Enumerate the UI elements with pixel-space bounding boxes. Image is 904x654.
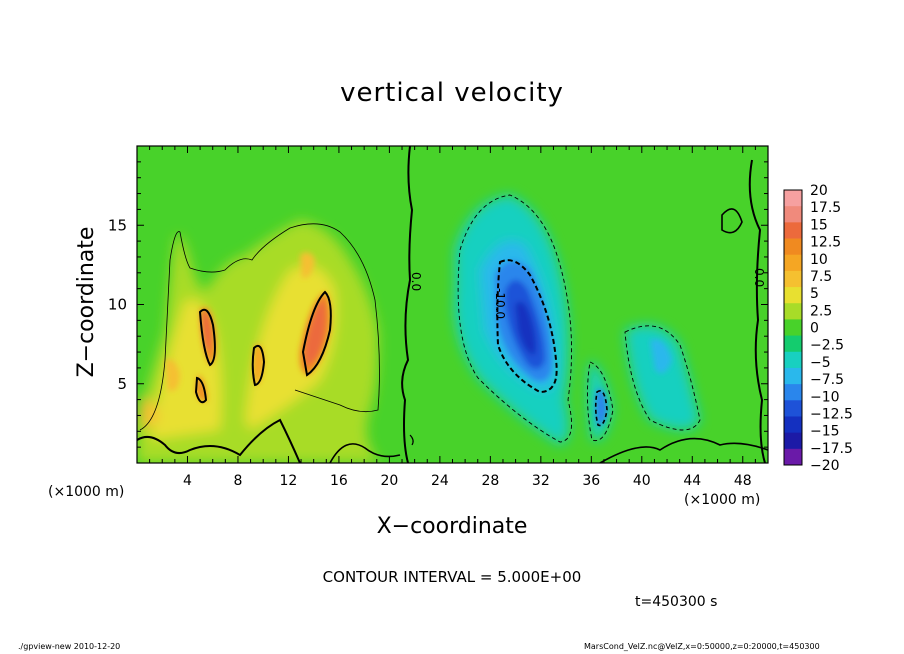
colorbar-label: 15 <box>810 217 828 233</box>
colorbar-label: −5 <box>810 355 831 371</box>
colorbar-swatch <box>784 432 802 450</box>
colorbar-swatch <box>784 270 802 288</box>
colorbar-label: 2.5 <box>810 303 832 319</box>
x-tick-label: 44 <box>683 473 701 489</box>
contour-label-group: 0.0 -10.0 0.0 <box>409 268 766 319</box>
colorbar-swatch <box>784 303 802 320</box>
x-tick-label: 36 <box>582 473 600 489</box>
colorbar-label: 5 <box>810 286 819 302</box>
colorbar-swatch <box>784 384 802 401</box>
colorbar-label: 17.5 <box>810 200 841 216</box>
x-unit-right: (×1000 m) <box>684 492 761 508</box>
x-axis-label: X−coordinate <box>376 514 528 539</box>
colorbar-swatch <box>784 190 802 207</box>
colorbar-label: −7.5 <box>810 372 844 388</box>
x-tick-label: 24 <box>431 473 449 489</box>
colorbar-label: −10 <box>810 389 840 405</box>
colorbar-swatch <box>784 287 802 304</box>
x-tick-label: 16 <box>330 473 348 489</box>
colorbar-label: −17.5 <box>810 441 853 457</box>
colorbar-label: 7.5 <box>810 269 832 285</box>
y-tick-label: 5 <box>117 375 127 393</box>
y-ticks: 5 10 15 <box>108 161 768 448</box>
x-tick-label: 40 <box>633 473 651 489</box>
contour-interval-text: CONTOUR INTERVAL = 5.000E+00 <box>322 568 582 586</box>
colorbar-label: 0 <box>810 321 819 337</box>
contour-label: 0.0 <box>409 272 423 291</box>
colorbar-swatch <box>784 319 802 336</box>
time-label: t=450300 s <box>635 594 718 610</box>
velocity-field <box>137 146 768 463</box>
chart-title: vertical velocity <box>340 78 564 108</box>
x-tick-label: 4 <box>183 473 192 489</box>
y-tick-label: 10 <box>108 296 127 314</box>
colorbar-swatch <box>784 416 802 434</box>
colorbar-label: −20 <box>810 458 840 474</box>
x-unit-left: (×1000 m) <box>48 484 125 500</box>
colorbar-swatch <box>784 335 802 353</box>
x-tick-label: 12 <box>280 473 298 489</box>
colorbar-label: 10 <box>810 252 828 268</box>
colorbar-swatch <box>784 206 802 223</box>
x-tick-label: 8 <box>233 473 242 489</box>
colorbar-swatch <box>784 238 802 256</box>
colorbar-label: −15 <box>810 424 840 440</box>
contour-label: -10.0 <box>493 288 507 319</box>
contour-label: 0.0 <box>752 268 766 287</box>
y-axis-label: Z−coordinate <box>74 226 99 378</box>
x-ticks: 4 8 12 16 20 24 28 32 36 40 44 48 <box>149 146 756 489</box>
colorbar-swatch <box>784 367 802 385</box>
x-tick-label: 48 <box>734 473 752 489</box>
colorbar-frame <box>783 189 803 466</box>
footer-right: MarsCond_VelZ.nc@VelZ,x=0:50000,z=0:2000… <box>584 642 820 651</box>
contour-lines <box>137 146 768 463</box>
colorbar-swatch <box>784 448 802 466</box>
x-tick-label: 32 <box>532 473 550 489</box>
colorbar-swatch <box>784 351 802 369</box>
x-tick-label: 20 <box>380 473 398 489</box>
y-tick-label: 15 <box>108 216 127 234</box>
colorbar-swatch <box>784 254 802 272</box>
colorbar-swatch <box>784 222 802 239</box>
colorbar-swatch <box>784 400 802 417</box>
colorbar-label: −2.5 <box>810 338 844 354</box>
colorbar-label: 20 <box>810 183 828 199</box>
footer-left: ./gpview-new 2010-12-20 <box>18 642 121 651</box>
x-tick-label: 28 <box>481 473 499 489</box>
colorbar-label: −12.5 <box>810 406 853 422</box>
colorbar-label: 12.5 <box>810 235 841 251</box>
